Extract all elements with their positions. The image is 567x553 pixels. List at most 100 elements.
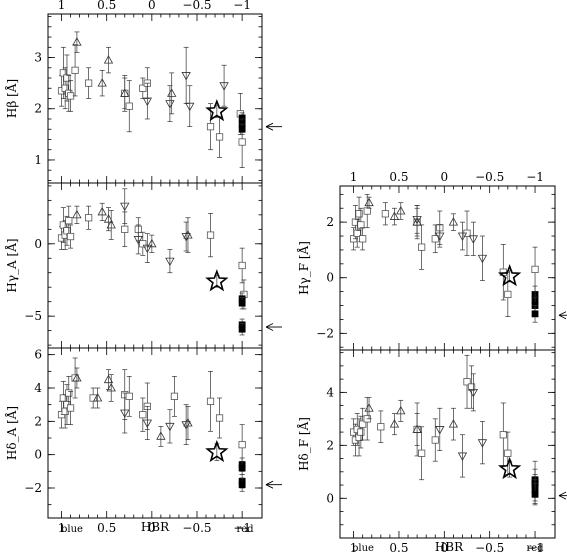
- triangle-down-point: [142, 419, 153, 429]
- y-tick-label: 2: [34, 102, 42, 116]
- triangle-up-point: [72, 209, 82, 219]
- y-tick-label: −2: [24, 481, 42, 495]
- triangle-up-point: [103, 374, 114, 384]
- triangle-down-point: [457, 452, 468, 461]
- triangle-up-point: [396, 205, 406, 215]
- top-tick-label: 0.5: [389, 170, 408, 184]
- y-tick-label: 2: [326, 215, 334, 229]
- y-tick-label: −5: [24, 309, 42, 323]
- square-point: [357, 221, 365, 229]
- panel-frame: [339, 185, 556, 351]
- y-axis-label: Hβ [Å]: [4, 79, 19, 118]
- bottom-tick-label: 1: [58, 521, 66, 535]
- panel-Hbeta: 1 0.5 0 −0.5 −1 1 2 3 Hβ [Å]: [4, 0, 282, 184]
- triangle-down-point: [435, 426, 445, 435]
- triangle-up-point: [156, 431, 166, 440]
- panel-HdeltaF: 1 0.5 0 −0.5 −1 0 2 4 Hδ_F [Å]: [296, 349, 567, 553]
- triangle-down-point: [477, 254, 488, 264]
- bottom-tick-label: 0.5: [389, 541, 408, 553]
- square-point: [139, 411, 147, 419]
- left-xlabel: HBR: [141, 520, 170, 534]
- y-tick-label: 1: [34, 153, 42, 167]
- triangle-up-point: [412, 424, 422, 433]
- y-tick-label: 0: [34, 237, 42, 251]
- y-tick-label: 0: [34, 448, 42, 462]
- triangle-up-point: [92, 392, 103, 402]
- y-axis-label: Hγ_F [Å]: [296, 241, 311, 295]
- bottom-tick-label: −1: [233, 521, 251, 535]
- square-point: [377, 423, 385, 431]
- triangle-down-point: [219, 82, 229, 91]
- y-axis-label: Hδ_F [Å]: [296, 417, 311, 471]
- square-point: [71, 374, 79, 382]
- bottom-tick-label: 0.5: [97, 521, 116, 535]
- triangle-up-point: [147, 238, 157, 248]
- triangle-up-point: [364, 403, 374, 412]
- right-blue-label: blue: [352, 543, 374, 553]
- square-point: [381, 210, 389, 218]
- top-tick-label: −0.5: [182, 0, 211, 12]
- triangle-up-point: [389, 211, 400, 220]
- triangle-down-point: [477, 439, 488, 448]
- triangle-up-point: [120, 88, 130, 97]
- y-tick-label: 3: [34, 51, 42, 65]
- triangle-down-point: [142, 97, 153, 107]
- square-point: [418, 449, 426, 457]
- y-axis-label: Hδ_A [Å]: [4, 406, 19, 460]
- square-point: [499, 431, 507, 439]
- square-point: [59, 69, 67, 77]
- left-blue-label: blue: [61, 524, 83, 535]
- square-point: [66, 404, 75, 412]
- star-point: [497, 264, 522, 287]
- square-point: [61, 84, 69, 92]
- square-point: [463, 378, 471, 386]
- square-point: [170, 392, 179, 400]
- filled-square-point: [238, 464, 246, 472]
- triangle-down-point: [181, 72, 191, 81]
- bottom-tick-label: −0.5: [475, 541, 504, 553]
- star-point: [205, 99, 229, 122]
- triangle-down-point: [165, 257, 175, 267]
- filled-square-point: [531, 490, 539, 498]
- y-tick-label: 4: [326, 385, 334, 399]
- triangle-up-point: [103, 55, 114, 64]
- triangle-up-point: [103, 214, 114, 223]
- square-point: [215, 414, 224, 422]
- top-tick-label: −1: [233, 0, 251, 12]
- right-red-label: red: [526, 543, 544, 553]
- triangle-down-point: [120, 409, 130, 419]
- arrow-head: [265, 480, 274, 489]
- panel-frame: [47, 13, 263, 184]
- square-point: [139, 240, 147, 248]
- arrow-head: [265, 122, 274, 131]
- left-red-label: red: [236, 524, 254, 535]
- triangle-up-point: [106, 219, 116, 229]
- top-tick-label: −1: [526, 170, 544, 184]
- top-tick-label: 1: [58, 0, 66, 12]
- square-point: [206, 397, 215, 405]
- triangle-down-point: [133, 236, 143, 245]
- triangle-up-point: [106, 382, 116, 392]
- bottom-tick-label: 1: [350, 541, 358, 553]
- arrow-head: [558, 311, 567, 320]
- triangle-up-point: [72, 372, 82, 382]
- triangle-down-point: [468, 388, 479, 398]
- bottom-tick-label: 0: [148, 521, 156, 535]
- square-point: [431, 235, 439, 243]
- square-point: [85, 214, 93, 222]
- panel-HgammaF: 1 0.5 0 −0.5 −1 −2 0 2 Hγ_F [Å]: [296, 170, 567, 351]
- square-point: [363, 207, 371, 215]
- y-tick-label: 0: [326, 491, 334, 505]
- square-point: [59, 221, 67, 229]
- top-tick-label: −0.5: [475, 170, 504, 184]
- triangle-down-point: [185, 102, 195, 112]
- square-point: [206, 231, 215, 239]
- filled-square-point: [238, 299, 246, 307]
- square-point: [355, 210, 363, 218]
- panel-HdeltaA: 1 0.5 0 −0.5 −1 −2 0 2 4 6 Hδ_A [Å]: [4, 347, 282, 535]
- star-point: [497, 456, 522, 480]
- square-point: [353, 229, 361, 237]
- square-point: [359, 235, 367, 243]
- square-point: [215, 133, 224, 141]
